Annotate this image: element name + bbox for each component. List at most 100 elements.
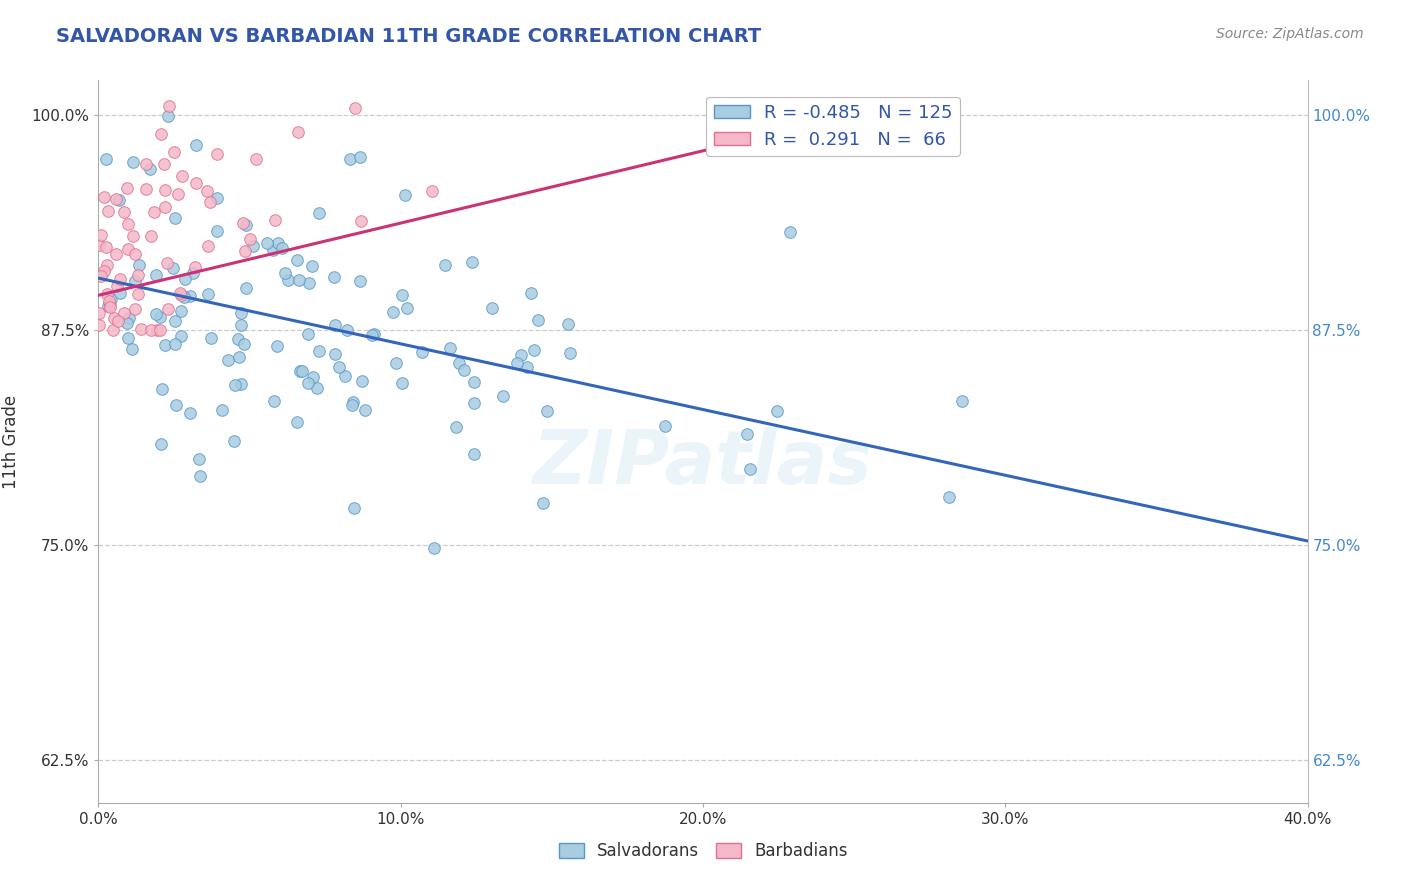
- Point: [394, 188, 416, 202]
- Point: [343, 501, 366, 516]
- Point: [103, 310, 125, 325]
- Point: [156, 256, 179, 270]
- Point: [87, 305, 110, 319]
- Point: [288, 273, 311, 287]
- Point: [146, 323, 169, 337]
- Point: [232, 216, 254, 230]
- Point: [150, 128, 173, 142]
- Point: [325, 318, 347, 332]
- Point: [308, 206, 330, 220]
- Point: [170, 288, 193, 302]
- Text: SALVADORAN VS BARBADIAN 11TH GRADE CORRELATION CHART: SALVADORAN VS BARBADIAN 11TH GRADE CORRE…: [56, 27, 762, 45]
- Point: [262, 244, 284, 258]
- Point: [391, 376, 413, 390]
- Point: [97, 299, 120, 313]
- Point: [127, 268, 149, 282]
- Point: [245, 152, 267, 166]
- Point: [274, 266, 297, 280]
- Point: [285, 252, 308, 267]
- Point: [114, 306, 136, 320]
- Point: [93, 263, 115, 277]
- Point: [738, 462, 761, 476]
- Point: [354, 403, 377, 417]
- Point: [135, 182, 157, 196]
- Point: [239, 232, 262, 246]
- Point: [124, 274, 146, 288]
- Point: [385, 356, 408, 370]
- Point: [519, 285, 541, 300]
- Point: [98, 293, 121, 308]
- Point: [481, 301, 503, 315]
- Point: [267, 236, 290, 251]
- Point: [302, 370, 325, 384]
- Point: [492, 388, 515, 402]
- Point: [165, 211, 187, 225]
- Point: [328, 359, 350, 374]
- Point: [108, 271, 131, 285]
- Point: [150, 437, 173, 451]
- Point: [342, 395, 364, 409]
- Point: [264, 212, 287, 227]
- Point: [117, 330, 139, 344]
- Point: [165, 314, 187, 328]
- Point: [263, 393, 285, 408]
- Point: [420, 184, 443, 198]
- Point: [340, 398, 363, 412]
- Point: [349, 150, 371, 164]
- Point: [297, 376, 319, 391]
- Point: [141, 323, 163, 337]
- Point: [150, 383, 173, 397]
- Point: [112, 204, 135, 219]
- Point: [205, 147, 228, 161]
- Point: [139, 228, 162, 243]
- Point: [333, 369, 356, 384]
- Point: [231, 377, 253, 392]
- Point: [105, 279, 128, 293]
- Point: [157, 302, 180, 317]
- Text: ZIPatlas: ZIPatlas: [533, 426, 873, 500]
- Point: [411, 345, 433, 359]
- Point: [117, 217, 139, 231]
- Point: [149, 310, 172, 325]
- Point: [439, 341, 461, 355]
- Point: [211, 403, 233, 417]
- Point: [558, 345, 581, 359]
- Point: [391, 288, 413, 302]
- Point: [108, 193, 131, 207]
- Point: [226, 332, 249, 346]
- Point: [115, 181, 138, 195]
- Point: [287, 415, 309, 429]
- Point: [231, 306, 253, 320]
- Point: [139, 161, 162, 176]
- Point: [233, 336, 256, 351]
- Y-axis label: 11th Grade: 11th Grade: [3, 394, 20, 489]
- Point: [87, 318, 110, 332]
- Point: [117, 242, 139, 256]
- Point: [301, 260, 323, 274]
- Point: [183, 267, 205, 281]
- Point: [195, 185, 218, 199]
- Point: [108, 286, 131, 301]
- Point: [222, 434, 245, 448]
- Point: [288, 363, 311, 377]
- Point: [779, 226, 801, 240]
- Point: [531, 496, 554, 510]
- Point: [197, 239, 219, 253]
- Point: [98, 298, 121, 312]
- Point: [155, 338, 177, 352]
- Point: [766, 404, 789, 418]
- Point: [121, 155, 143, 169]
- Point: [173, 290, 195, 304]
- Point: [509, 348, 531, 362]
- Point: [461, 255, 484, 269]
- Point: [184, 260, 207, 274]
- Point: [118, 310, 141, 325]
- Point: [97, 204, 120, 219]
- Point: [235, 218, 257, 232]
- Legend: Salvadorans, Barbadians: Salvadorans, Barbadians: [551, 836, 855, 867]
- Point: [121, 342, 143, 356]
- Point: [152, 157, 174, 171]
- Point: [170, 328, 193, 343]
- Point: [536, 404, 558, 418]
- Point: [463, 376, 485, 390]
